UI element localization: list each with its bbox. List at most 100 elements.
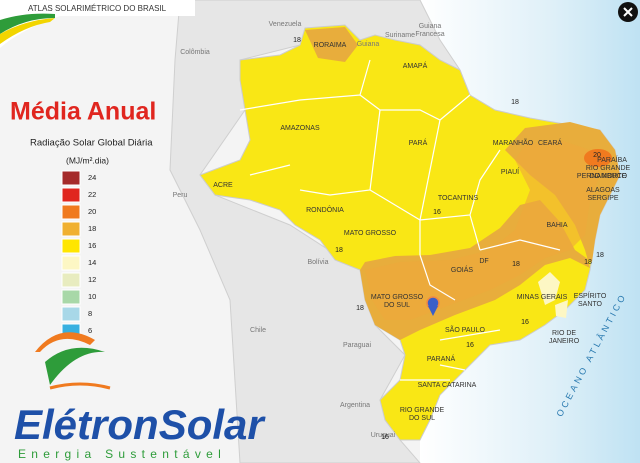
legend-swatch — [61, 204, 81, 220]
country-label-line: Guiana — [419, 23, 442, 30]
state-label: TOCANTINS — [438, 195, 479, 202]
state-label: DF — [479, 258, 488, 265]
close-icon[interactable] — [623, 7, 633, 17]
state-label: AMAPÁ — [403, 61, 428, 70]
state-label: RIO GRANDE DO SUL — [400, 407, 445, 422]
state-label: SANTA CATARINA — [418, 382, 477, 389]
state-label: PARANÁ — [427, 354, 456, 363]
state-label: SÃO PAULO — [445, 325, 485, 334]
state-label-line: MATO GROSSO — [371, 294, 424, 301]
contour-label: 16 — [381, 434, 389, 441]
logo-brand-1: Elétron — [14, 401, 159, 448]
state-label-line: DO SUL — [384, 302, 410, 309]
legend-label: 16 — [88, 241, 96, 250]
state-label: SERGIPE — [587, 195, 618, 202]
state-label-line: DO SUL — [409, 415, 435, 422]
country-label: Argentina — [340, 402, 370, 409]
state-label-line: DO NORTE — [590, 173, 627, 180]
zone-18-band — [365, 140, 600, 320]
logo-brand: ElétronSolar — [14, 401, 266, 448]
state-label: CEARÁ — [538, 138, 562, 147]
state-label: RORAIMA — [314, 42, 347, 49]
banner-bg — [0, 0, 195, 48]
legend-swatch — [61, 255, 81, 271]
contour-label: 18 — [512, 261, 520, 268]
country-label: Suriname — [385, 32, 415, 39]
country-label: Guiana Francesa — [415, 23, 444, 38]
state-label: MINAS GERAIS — [517, 294, 568, 301]
state-label-line: JANEIRO — [549, 338, 580, 345]
legend-title: Média Anual — [10, 98, 156, 126]
legend-label: 20 — [88, 207, 96, 216]
legend-label: 14 — [88, 258, 96, 267]
legend-swatch — [61, 221, 81, 237]
state-label: RIO DE JANEIRO — [549, 330, 580, 345]
state-label: BAHIA — [546, 222, 567, 229]
banner-swoosh — [0, 18, 55, 44]
country-label: Colômbia — [180, 49, 210, 56]
country-label: Chile — [250, 327, 266, 334]
state-label: ACRE — [213, 182, 233, 189]
zone-14 — [555, 300, 568, 318]
contour-label: 20 — [593, 152, 601, 159]
contour-label: 18 — [596, 252, 604, 259]
legend-swatch — [61, 272, 81, 288]
logo-leaf — [45, 347, 105, 385]
legend-swatch — [61, 170, 81, 186]
state-label: AMAZONAS — [280, 125, 320, 132]
location-pin — [428, 306, 438, 316]
state-label-line: ESPÍRITO — [574, 291, 607, 300]
legend-unit: (MJ/m².dia) — [66, 155, 109, 165]
state-label-line: RIO DE — [552, 330, 576, 337]
legend-label: 22 — [88, 190, 96, 199]
legend-label: 8 — [88, 309, 92, 318]
state-label: PARAÍBA — [597, 155, 627, 164]
state-label: PARÁ — [409, 138, 428, 147]
state-label: PERNAMBUCO — [577, 173, 628, 180]
legend-label: 12 — [88, 275, 96, 284]
banner-title: ATLAS SOLARIMÉTRICO DO BRASIL — [28, 4, 167, 13]
state-label-line: RIO GRANDE — [586, 165, 631, 172]
close-button[interactable] — [618, 2, 638, 22]
contour-label: 18 — [356, 305, 364, 312]
legend-swatch — [61, 306, 81, 322]
zone-20 — [584, 149, 612, 167]
state-label-line: SANTO — [578, 301, 603, 308]
state-label: ESPÍRITO SANTO — [574, 291, 607, 308]
legend-label: 10 — [88, 292, 96, 301]
state-label-line: RIO GRANDE — [400, 407, 445, 414]
country-label: Uruguai — [371, 432, 396, 439]
legend-swatch — [61, 238, 81, 254]
logo-tagline: Energia Sustentável — [18, 447, 226, 461]
country-label: Peru — [173, 192, 188, 199]
zone-14 — [538, 272, 560, 305]
contour-label: 16 — [433, 209, 441, 216]
zone-18-north — [305, 27, 358, 62]
state-label: RONDÔNIA — [306, 205, 344, 214]
country-label: Venezuela — [269, 21, 302, 28]
contour-label: 18 — [584, 259, 592, 266]
state-label: MATO GROSSO — [344, 230, 397, 237]
contour-label: 16 — [521, 319, 529, 326]
legend-subtitle: Radiação Solar Global Diária — [30, 138, 153, 149]
state-label: RIO GRANDE DO NORTE — [586, 165, 631, 180]
contour-label: 18 — [293, 37, 301, 44]
logo-swoosh — [35, 332, 95, 352]
legend-label: 18 — [88, 224, 96, 233]
legend-label: 6 — [88, 326, 92, 335]
legend-swatch — [61, 187, 81, 203]
country-label: Bolívia — [307, 259, 328, 266]
logo-arc — [49, 382, 111, 390]
state-label: MATO GROSSO DO SUL — [371, 294, 424, 309]
legend-label: 24 — [88, 173, 96, 182]
logo-brand-2: Solar — [159, 401, 267, 448]
banner-swoosh — [0, 13, 55, 34]
country-label: Paraguai — [343, 342, 371, 349]
contour-label: 18 — [511, 99, 519, 106]
country-label-line: Francesa — [415, 31, 444, 38]
state-borders — [239, 59, 561, 381]
state-label: ALAGOAS — [586, 187, 620, 194]
state-label: PIAUÍ — [501, 167, 519, 176]
brazil — [199, 24, 621, 441]
